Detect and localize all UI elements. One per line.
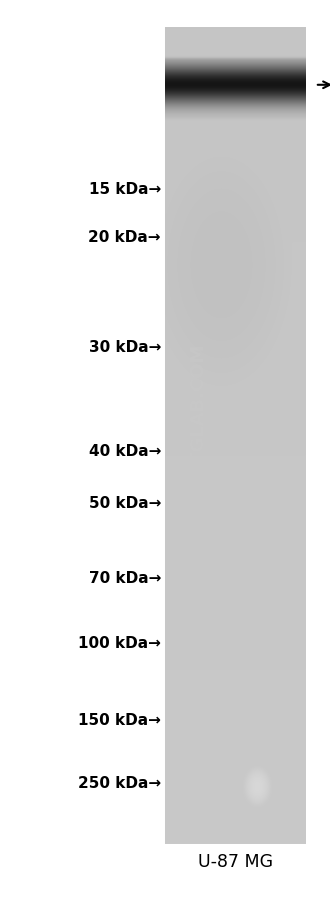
Text: U-87 MG: U-87 MG: [198, 852, 274, 870]
Text: 30 kDa→: 30 kDa→: [89, 340, 161, 354]
Text: 40 kDa→: 40 kDa→: [89, 444, 161, 458]
Text: 15 kDa→: 15 kDa→: [89, 182, 161, 197]
Text: 100 kDa→: 100 kDa→: [78, 636, 161, 650]
Text: 150 kDa→: 150 kDa→: [78, 713, 161, 727]
Text: 50 kDa→: 50 kDa→: [89, 496, 161, 511]
Text: 70 kDa→: 70 kDa→: [89, 571, 161, 585]
Text: 20 kDa→: 20 kDa→: [88, 230, 161, 244]
Text: 250 kDa→: 250 kDa→: [78, 776, 161, 790]
Text: WWW.TGLAB.COM: WWW.TGLAB.COM: [189, 343, 207, 528]
